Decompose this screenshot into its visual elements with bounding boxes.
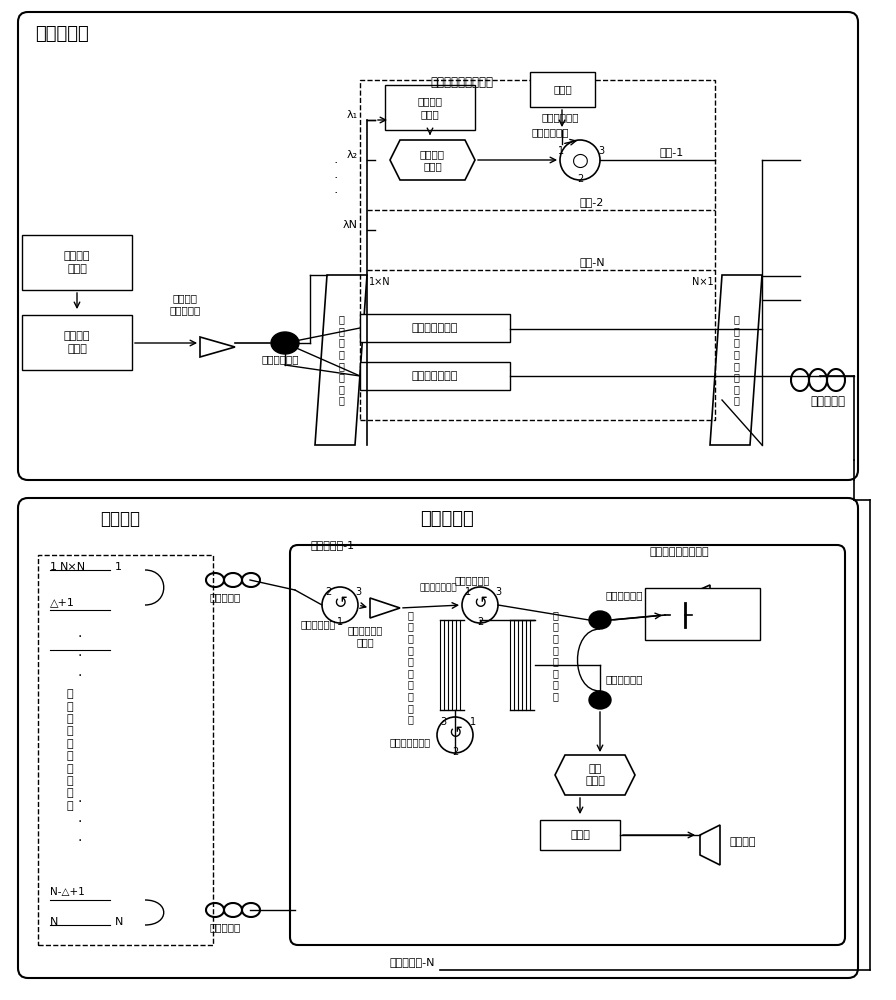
FancyBboxPatch shape bbox=[18, 498, 858, 978]
Text: 马赫曾德
调制器: 马赫曾德 调制器 bbox=[420, 149, 445, 171]
Bar bbox=[38, 555, 213, 945]
Bar bbox=[360, 80, 715, 420]
Bar bbox=[530, 72, 595, 107]
Text: N×1: N×1 bbox=[692, 277, 713, 287]
Text: N: N bbox=[50, 917, 58, 927]
Bar bbox=[645, 588, 760, 640]
Text: 第二掺铒光纤
放大器: 第二掺铒光纤 放大器 bbox=[348, 625, 383, 647]
Text: 第
二
阵
列
波
导
光
栅: 第 二 阵 列 波 导 光 栅 bbox=[733, 314, 739, 406]
Text: 3: 3 bbox=[598, 146, 604, 156]
Text: 光网络单元-N: 光网络单元-N bbox=[390, 957, 435, 967]
Text: λ₁: λ₁ bbox=[347, 110, 358, 120]
Text: 1: 1 bbox=[337, 617, 343, 627]
Bar bbox=[360, 314, 510, 342]
Ellipse shape bbox=[589, 611, 611, 629]
Text: 接收机: 接收机 bbox=[553, 85, 572, 95]
Text: 梳状光谱
发生器: 梳状光谱 发生器 bbox=[64, 331, 90, 354]
Text: ·  ·  ·: · · · bbox=[359, 939, 391, 953]
Text: λN: λN bbox=[343, 220, 358, 230]
Text: 第一光分路器: 第一光分路器 bbox=[262, 354, 298, 364]
Bar bbox=[22, 235, 132, 290]
Text: 相位
调制器: 相位 调制器 bbox=[585, 764, 605, 786]
Bar bbox=[540, 820, 620, 850]
Text: 1: 1 bbox=[558, 146, 564, 156]
Text: N×N: N×N bbox=[60, 562, 86, 572]
Text: 远端节点: 远端节点 bbox=[100, 510, 140, 528]
Text: 第二带通滤波器: 第二带通滤波器 bbox=[412, 371, 458, 381]
Text: 第一掺铒
光纤放大器: 第一掺铒 光纤放大器 bbox=[169, 293, 201, 315]
Bar bbox=[360, 362, 510, 390]
Text: 馈入式光纤: 馈入式光纤 bbox=[810, 395, 845, 408]
Text: 光线路终端: 光线路终端 bbox=[35, 25, 89, 43]
Text: 2: 2 bbox=[477, 617, 483, 627]
Text: 射频信号
发生器: 射频信号 发生器 bbox=[64, 251, 90, 274]
Ellipse shape bbox=[589, 691, 611, 709]
Polygon shape bbox=[670, 605, 685, 625]
Text: ·
·
·: · · · bbox=[334, 157, 338, 200]
Text: 通道-1: 通道-1 bbox=[660, 147, 685, 157]
Text: 第二光环形器: 第二光环形器 bbox=[300, 619, 336, 629]
Text: 喇叭天线: 喇叭天线 bbox=[730, 837, 756, 847]
Text: 分布式光纤: 分布式光纤 bbox=[210, 592, 241, 602]
Text: 1: 1 bbox=[50, 562, 57, 572]
Text: 布
拉
格
光
栅
滤
波
器: 布 拉 格 光 栅 滤 波 器 bbox=[552, 610, 558, 701]
Text: ·
·
·: · · · bbox=[78, 795, 82, 848]
Text: 1: 1 bbox=[115, 562, 122, 572]
Text: △+1: △+1 bbox=[50, 597, 75, 607]
Text: 第二光分路器: 第二光分路器 bbox=[605, 674, 642, 684]
Text: 第一光环形器: 第一光环形器 bbox=[531, 127, 569, 137]
Text: 下行数据
发生器: 下行数据 发生器 bbox=[418, 96, 443, 119]
Text: λ₂: λ₂ bbox=[347, 150, 358, 160]
Text: 3: 3 bbox=[495, 587, 501, 597]
Text: 1: 1 bbox=[465, 587, 471, 597]
Text: 2: 2 bbox=[452, 747, 458, 757]
Text: 单行载流子光探测器: 单行载流子光探测器 bbox=[650, 547, 710, 557]
Text: 第
三
循
环
阵
列
波
导
光
栅: 第 三 循 环 阵 列 波 导 光 栅 bbox=[66, 689, 73, 811]
Text: N-△+1: N-△+1 bbox=[50, 887, 85, 897]
Text: 第三光合路器: 第三光合路器 bbox=[605, 590, 642, 600]
Text: ·
·
·: · · · bbox=[78, 630, 82, 683]
Text: N: N bbox=[115, 917, 124, 927]
Text: 放大器: 放大器 bbox=[570, 830, 590, 840]
Text: 上下行光收发子模块: 上下行光收发子模块 bbox=[430, 76, 493, 89]
Text: 2: 2 bbox=[577, 174, 583, 184]
Text: 第二掺铒光纤第: 第二掺铒光纤第 bbox=[420, 583, 458, 592]
Text: 2: 2 bbox=[325, 587, 332, 597]
Text: 1×N: 1×N bbox=[369, 277, 391, 287]
Text: 第三光环形器: 第三光环形器 bbox=[454, 575, 489, 585]
Text: 通道-2: 通道-2 bbox=[580, 197, 605, 207]
Text: 第
一
布
拉
格
光
栅
滤
波
器: 第 一 布 拉 格 光 栅 滤 波 器 bbox=[407, 610, 413, 724]
Ellipse shape bbox=[271, 332, 299, 354]
FancyBboxPatch shape bbox=[18, 12, 858, 480]
Text: 3: 3 bbox=[440, 717, 446, 727]
Text: ↺: ↺ bbox=[448, 724, 462, 742]
Text: 第
一
阵
列
波
导
光
栅: 第 一 阵 列 波 导 光 栅 bbox=[338, 314, 344, 406]
FancyBboxPatch shape bbox=[290, 545, 845, 945]
Text: 波第四光环形器: 波第四光环形器 bbox=[390, 737, 431, 747]
Text: ↺: ↺ bbox=[333, 594, 347, 612]
Text: 1: 1 bbox=[470, 717, 476, 727]
Text: ○: ○ bbox=[572, 150, 589, 169]
Text: 光网络单元-1: 光网络单元-1 bbox=[310, 540, 354, 550]
Text: 光功率检测器: 光功率检测器 bbox=[541, 112, 579, 122]
Text: 3: 3 bbox=[355, 587, 361, 597]
Text: ↺: ↺ bbox=[473, 594, 487, 612]
Bar bbox=[385, 85, 475, 130]
Text: 光网络单元: 光网络单元 bbox=[420, 510, 474, 528]
Bar bbox=[22, 315, 132, 370]
Text: 通道-N: 通道-N bbox=[580, 257, 606, 267]
Text: 第一带通滤波器: 第一带通滤波器 bbox=[412, 323, 458, 333]
Text: 分布式光纤: 分布式光纤 bbox=[210, 922, 241, 932]
